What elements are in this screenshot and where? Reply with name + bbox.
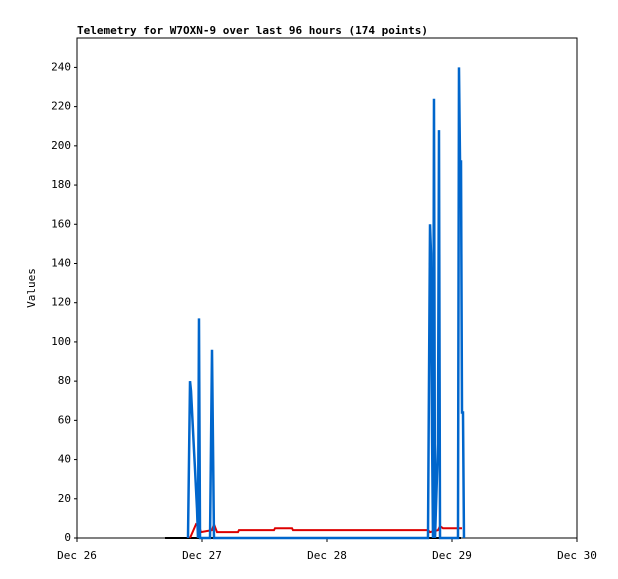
- y-tick-label: 140: [51, 256, 71, 269]
- chart-title: Telemetry for W7OXN-9 over last 96 hours…: [77, 24, 428, 37]
- x-tick-label: Dec 26: [57, 549, 97, 562]
- y-tick-label: 20: [58, 492, 71, 505]
- x-tick-label: Dec 28: [307, 549, 347, 562]
- series-line: [186, 67, 466, 540]
- x-tick-label: Dec 30: [557, 549, 597, 562]
- plot-frame: [76, 37, 578, 539]
- y-axis-label: Values: [25, 268, 38, 308]
- y-tick-label: 200: [51, 139, 71, 152]
- x-tick-label: Dec 27: [182, 549, 222, 562]
- y-tick-label: 0: [64, 531, 71, 544]
- y-tick-label: 220: [51, 100, 71, 113]
- y-tick-label: 40: [58, 453, 71, 466]
- y-tick-label: 180: [51, 178, 71, 191]
- y-tick-label: 160: [51, 217, 71, 230]
- y-tick-label: 60: [58, 413, 71, 426]
- y-tick-label: 240: [51, 60, 71, 73]
- series-line: [189, 521, 462, 539]
- y-tick-label: 120: [51, 296, 71, 309]
- y-tick-label: 100: [51, 335, 71, 348]
- x-tick-label: Dec 29: [432, 549, 472, 562]
- y-tick-label: 80: [58, 374, 71, 387]
